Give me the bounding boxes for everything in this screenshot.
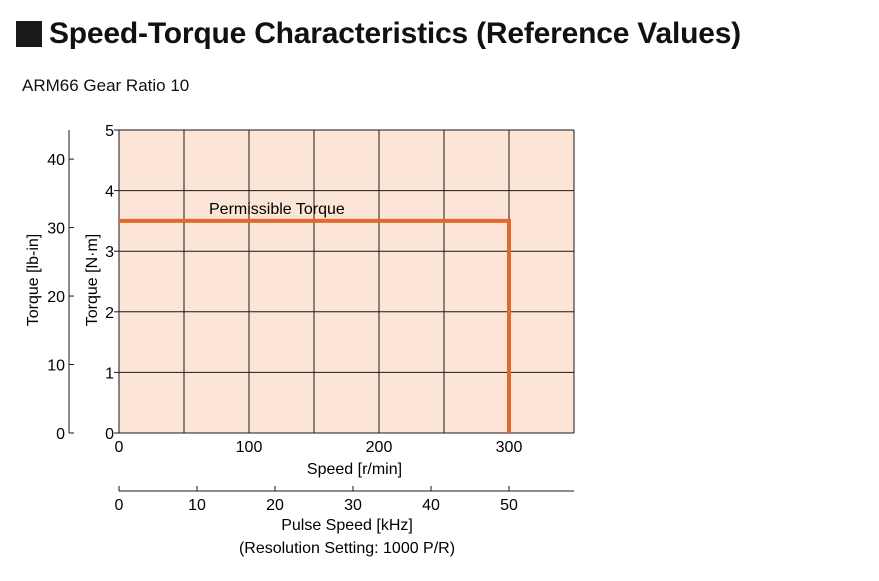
x2-axis-label-line1: Pulse Speed [kHz] xyxy=(281,517,413,534)
x2-tick-label: 10 xyxy=(188,497,206,514)
y-tick-label: 1 xyxy=(105,365,114,382)
x2-tick-label: 30 xyxy=(344,497,362,514)
series-label: Permissible Torque xyxy=(209,201,345,218)
x-tick-label: 200 xyxy=(366,439,393,456)
y-axis-label: Torque [N·m] xyxy=(84,234,101,326)
page-title-text: Speed-Torque Characteristics (Reference … xyxy=(49,17,741,50)
plot-background xyxy=(119,130,574,433)
y-tick-label: 2 xyxy=(105,305,114,322)
chart-subtitle: ARM66 Gear Ratio 10 xyxy=(22,76,190,95)
y-axis-nm: 0 1 2 3 4 5 xyxy=(105,123,119,443)
x-axis-label: Speed [r/min] xyxy=(307,461,402,478)
x-axis-speed: 0 100 200 300 xyxy=(115,439,523,456)
y2-axis-label: Torque [lb-in] xyxy=(25,234,42,327)
x2-tick-label: 0 xyxy=(115,497,124,514)
grid-lines xyxy=(118,129,575,434)
y-tick-label: 0 xyxy=(105,426,114,443)
title-square-icon xyxy=(16,21,42,47)
series-layer: Permissible Torque xyxy=(119,201,511,433)
x-tick-label: 0 xyxy=(115,439,124,456)
x2-tick-label: 50 xyxy=(500,497,518,514)
x2-tick-label: 40 xyxy=(422,497,440,514)
y2-tick-label: 10 xyxy=(47,358,65,375)
y-tick-label: 4 xyxy=(105,184,114,201)
y2-tick-label: 40 xyxy=(47,152,65,169)
y-tick-label: 3 xyxy=(105,244,114,261)
page-title: Speed-Torque Characteristics (Reference … xyxy=(16,14,741,54)
x-tick-label: 300 xyxy=(496,439,523,456)
y-axis-lbin: 0 10 20 30 40 xyxy=(47,130,74,443)
y2-tick-label: 30 xyxy=(47,221,65,238)
series-line-permissible-torque xyxy=(119,218,511,433)
y-tick-label: 5 xyxy=(105,123,114,140)
y2-tick-label: 20 xyxy=(47,289,65,306)
x-axis-pulse-speed: 0 10 20 30 40 50 xyxy=(115,486,574,514)
x-tick-label: 100 xyxy=(236,439,263,456)
axis-labels: Speed [r/min] Pulse Speed [kHz] (Resolutio… xyxy=(25,234,455,557)
x2-tick-label: 20 xyxy=(266,497,284,514)
x2-axis-label-line2: (Resolution Setting: 1000 P/R) xyxy=(239,540,455,557)
y2-tick-label: 0 xyxy=(56,426,65,443)
